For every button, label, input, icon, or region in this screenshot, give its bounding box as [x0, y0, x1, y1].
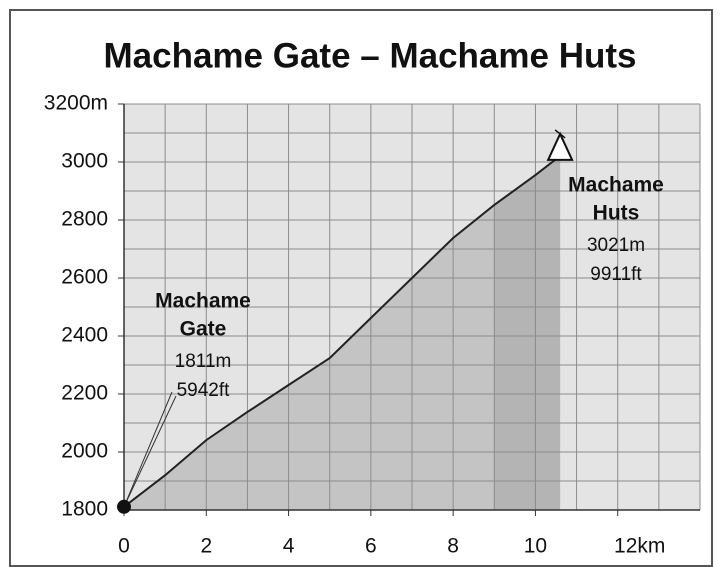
y-tick-label: 3000 — [61, 150, 108, 173]
profile-line — [123, 155, 561, 508]
y-tick-label: 2600 — [61, 266, 108, 289]
annotation-title: Machame — [568, 174, 664, 197]
leader-line — [123, 395, 177, 508]
y-tick-label: 1800 — [61, 498, 108, 521]
annotation-feet: 5942ft — [177, 380, 231, 401]
y-tick-label: 2000 — [61, 440, 108, 463]
annotation-feet: 9911ft — [590, 264, 642, 285]
start-marker — [117, 499, 131, 514]
x-tick-label: 4 — [283, 535, 295, 558]
y-tick-label: 3200m — [44, 92, 108, 115]
annotation-elevation: 1811m — [175, 351, 232, 372]
x-tick-label: 12km — [614, 535, 665, 558]
area-fill — [124, 155, 561, 510]
x-tick-label: 2 — [200, 535, 212, 558]
x-tick-label: 0 — [118, 535, 130, 558]
x-tick-label: 8 — [447, 535, 459, 558]
y-tick-label: 2400 — [61, 324, 108, 347]
annotation-title: Huts — [593, 202, 640, 225]
end-marker — [546, 131, 574, 161]
leader-line — [123, 391, 173, 508]
y-tick-label: 2800 — [61, 208, 108, 231]
end-marker-tick — [554, 129, 566, 139]
annotation-elevation: 3021m — [587, 235, 645, 256]
chart-title: Machame Gate – Machame Huts — [104, 36, 637, 75]
x-tick-label: 10 — [524, 535, 547, 558]
annotation-title: Gate — [180, 318, 227, 341]
x-tick-label: 6 — [365, 535, 377, 558]
y-tick-label: 2200 — [61, 382, 108, 405]
annotation-title: Machame — [155, 290, 251, 313]
area-shade — [494, 155, 561, 510]
